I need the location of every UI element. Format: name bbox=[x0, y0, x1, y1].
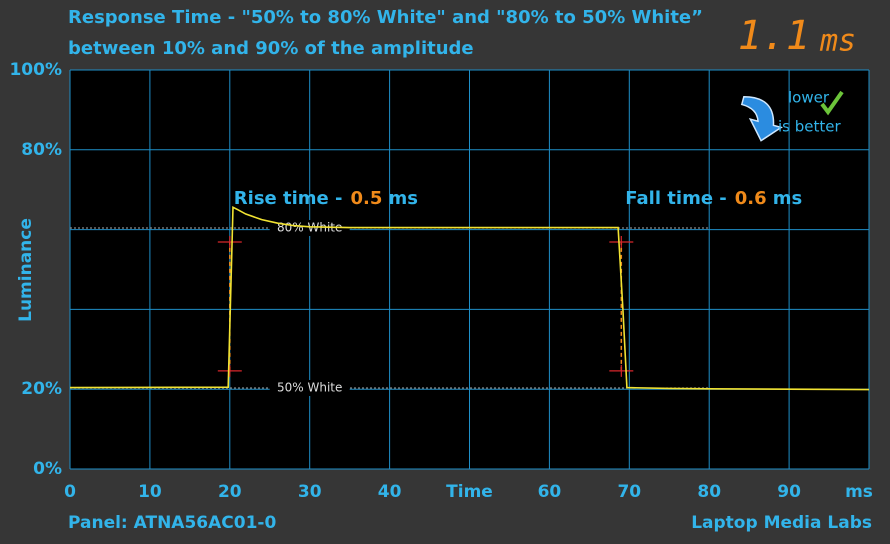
x-tick-label: 30 bbox=[298, 482, 322, 502]
y-axis-label: Luminance bbox=[16, 218, 36, 322]
panel-label: Panel: ATNA56AC01-0 bbox=[68, 513, 276, 533]
measure-label: Fall time - bbox=[625, 188, 726, 209]
badge: lower is better bbox=[740, 89, 844, 142]
y-tick-label: 80% bbox=[21, 140, 62, 160]
badge-text: is better bbox=[778, 118, 841, 136]
measure-unit: ms bbox=[389, 188, 418, 209]
marker bbox=[217, 364, 242, 377]
measure-value: 0.5 bbox=[351, 188, 383, 209]
label-bg bbox=[269, 220, 350, 237]
x-tick-label: 20 bbox=[218, 482, 242, 502]
x-tick-label: 10 bbox=[138, 482, 162, 502]
check-icon bbox=[820, 90, 844, 116]
marker bbox=[217, 235, 242, 248]
reference-label: 50% White bbox=[277, 381, 342, 395]
display-value: 1.1 bbox=[738, 13, 810, 59]
arrow-icon bbox=[740, 95, 783, 142]
label-bg bbox=[269, 380, 350, 397]
credit: Laptop Media Labs bbox=[691, 513, 872, 533]
x-tick-label: 80 bbox=[697, 482, 721, 502]
measure-unit: ms bbox=[773, 188, 802, 209]
marker bbox=[609, 235, 634, 248]
display-unit: ms bbox=[819, 24, 856, 59]
x-axis-unit: ms bbox=[845, 482, 873, 502]
x-tick-label: 0 bbox=[64, 482, 76, 502]
badge-text: lower bbox=[788, 89, 830, 107]
measure-label: Rise time - bbox=[234, 188, 343, 209]
marker bbox=[609, 364, 634, 377]
y-tick-label: 0% bbox=[33, 459, 62, 479]
chart-title: Response Time - "50% to 80% White" and "… bbox=[68, 7, 703, 28]
measure-value: 0.6 bbox=[735, 188, 767, 209]
chart-title: between 10% and 90% of the amplitude bbox=[68, 38, 474, 59]
line-series bbox=[69, 205, 870, 391]
y-tick-label: 100% bbox=[9, 60, 62, 80]
x-tick-label: 70 bbox=[617, 482, 641, 502]
x-tick-label: 90 bbox=[777, 482, 801, 502]
y-tick-label: 20% bbox=[21, 379, 62, 399]
x-tick-label: 40 bbox=[378, 482, 402, 502]
x-axis-label: Time bbox=[446, 482, 493, 502]
x-tick-label: 60 bbox=[538, 482, 562, 502]
